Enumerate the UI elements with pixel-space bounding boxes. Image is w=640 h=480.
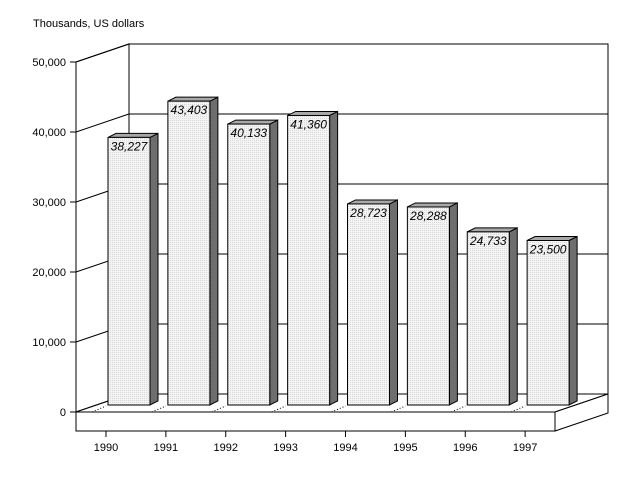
y-tick-label: 30,000 [32,197,66,209]
bar-1994: 28,723 [331,199,398,413]
bar-1990: 38,227 [91,132,159,413]
bar-top [107,132,159,138]
y-tick-label: 20,000 [32,267,66,279]
bar-1996: 24,733 [451,227,518,413]
bar-top [526,236,578,241]
bar-face [287,114,331,406]
bar-top [347,199,398,205]
x-tick-label: 1992 [214,442,238,454]
bar-top [227,119,278,125]
data-label: 41,360 [290,117,327,131]
bar-side [209,96,219,406]
x-tick-label: 1991 [154,442,178,454]
floor-front [75,411,556,432]
bar-shadow-line [151,405,167,413]
bar-face [107,136,151,406]
y-tick-label: 0 [60,407,66,419]
bar-1991: 43,403 [151,96,219,413]
bar-face [526,240,570,406]
data-label: 28,288 [409,209,447,223]
bar-shadow-line [211,405,226,413]
y-tick-label: 10,000 [32,337,66,349]
bar-shadow-line [510,405,526,413]
bar-top [287,110,338,116]
bar-shadow-line [91,405,107,413]
bar-face [347,203,390,406]
y-tick-label: 50,000 [32,57,66,69]
bar-side [568,235,578,406]
bar-shadow-line [331,405,346,413]
bar-1992: 40,133 [211,119,279,413]
bar-shadow-line [391,405,406,413]
bar-face [227,123,271,406]
bar-side [448,202,458,406]
bar-shadow-line [451,405,466,413]
data-label: 40,133 [230,126,267,140]
bar-top [167,96,219,102]
data-label: 43,403 [171,103,208,117]
bar-side [269,119,279,406]
bar-top [407,202,458,208]
bar-side [389,199,398,406]
bar-side [329,110,339,406]
x-tick-label: 1994 [333,442,357,454]
bar-face [167,100,211,406]
bar-face [466,231,510,406]
x-tick-label: 1997 [513,442,537,454]
bar-top [467,227,518,233]
gridline-side [75,113,130,133]
bar-1993: 41,360 [271,110,339,413]
bar-shadow-line [271,405,286,413]
y-axis-label: Thousands, US dollars [33,18,145,30]
x-tick-label: 1996 [453,442,477,454]
x-tick-label: 1995 [393,442,417,454]
bar-side [508,227,518,406]
bar-face [406,206,450,406]
bar-1997: 23,500 [510,235,578,413]
gridline-side [75,43,130,63]
bar-1995: 28,288 [391,202,458,413]
floor-side [554,393,609,432]
data-label: 38,227 [111,139,149,153]
x-tick-label: 1993 [273,442,297,454]
data-label: 28,723 [349,206,387,220]
y-tick-label: 40,000 [32,127,66,139]
data-label: 23,500 [529,243,567,257]
data-label: 24,733 [469,234,507,248]
bar-side [149,132,159,406]
x-tick-label: 1990 [94,442,118,454]
